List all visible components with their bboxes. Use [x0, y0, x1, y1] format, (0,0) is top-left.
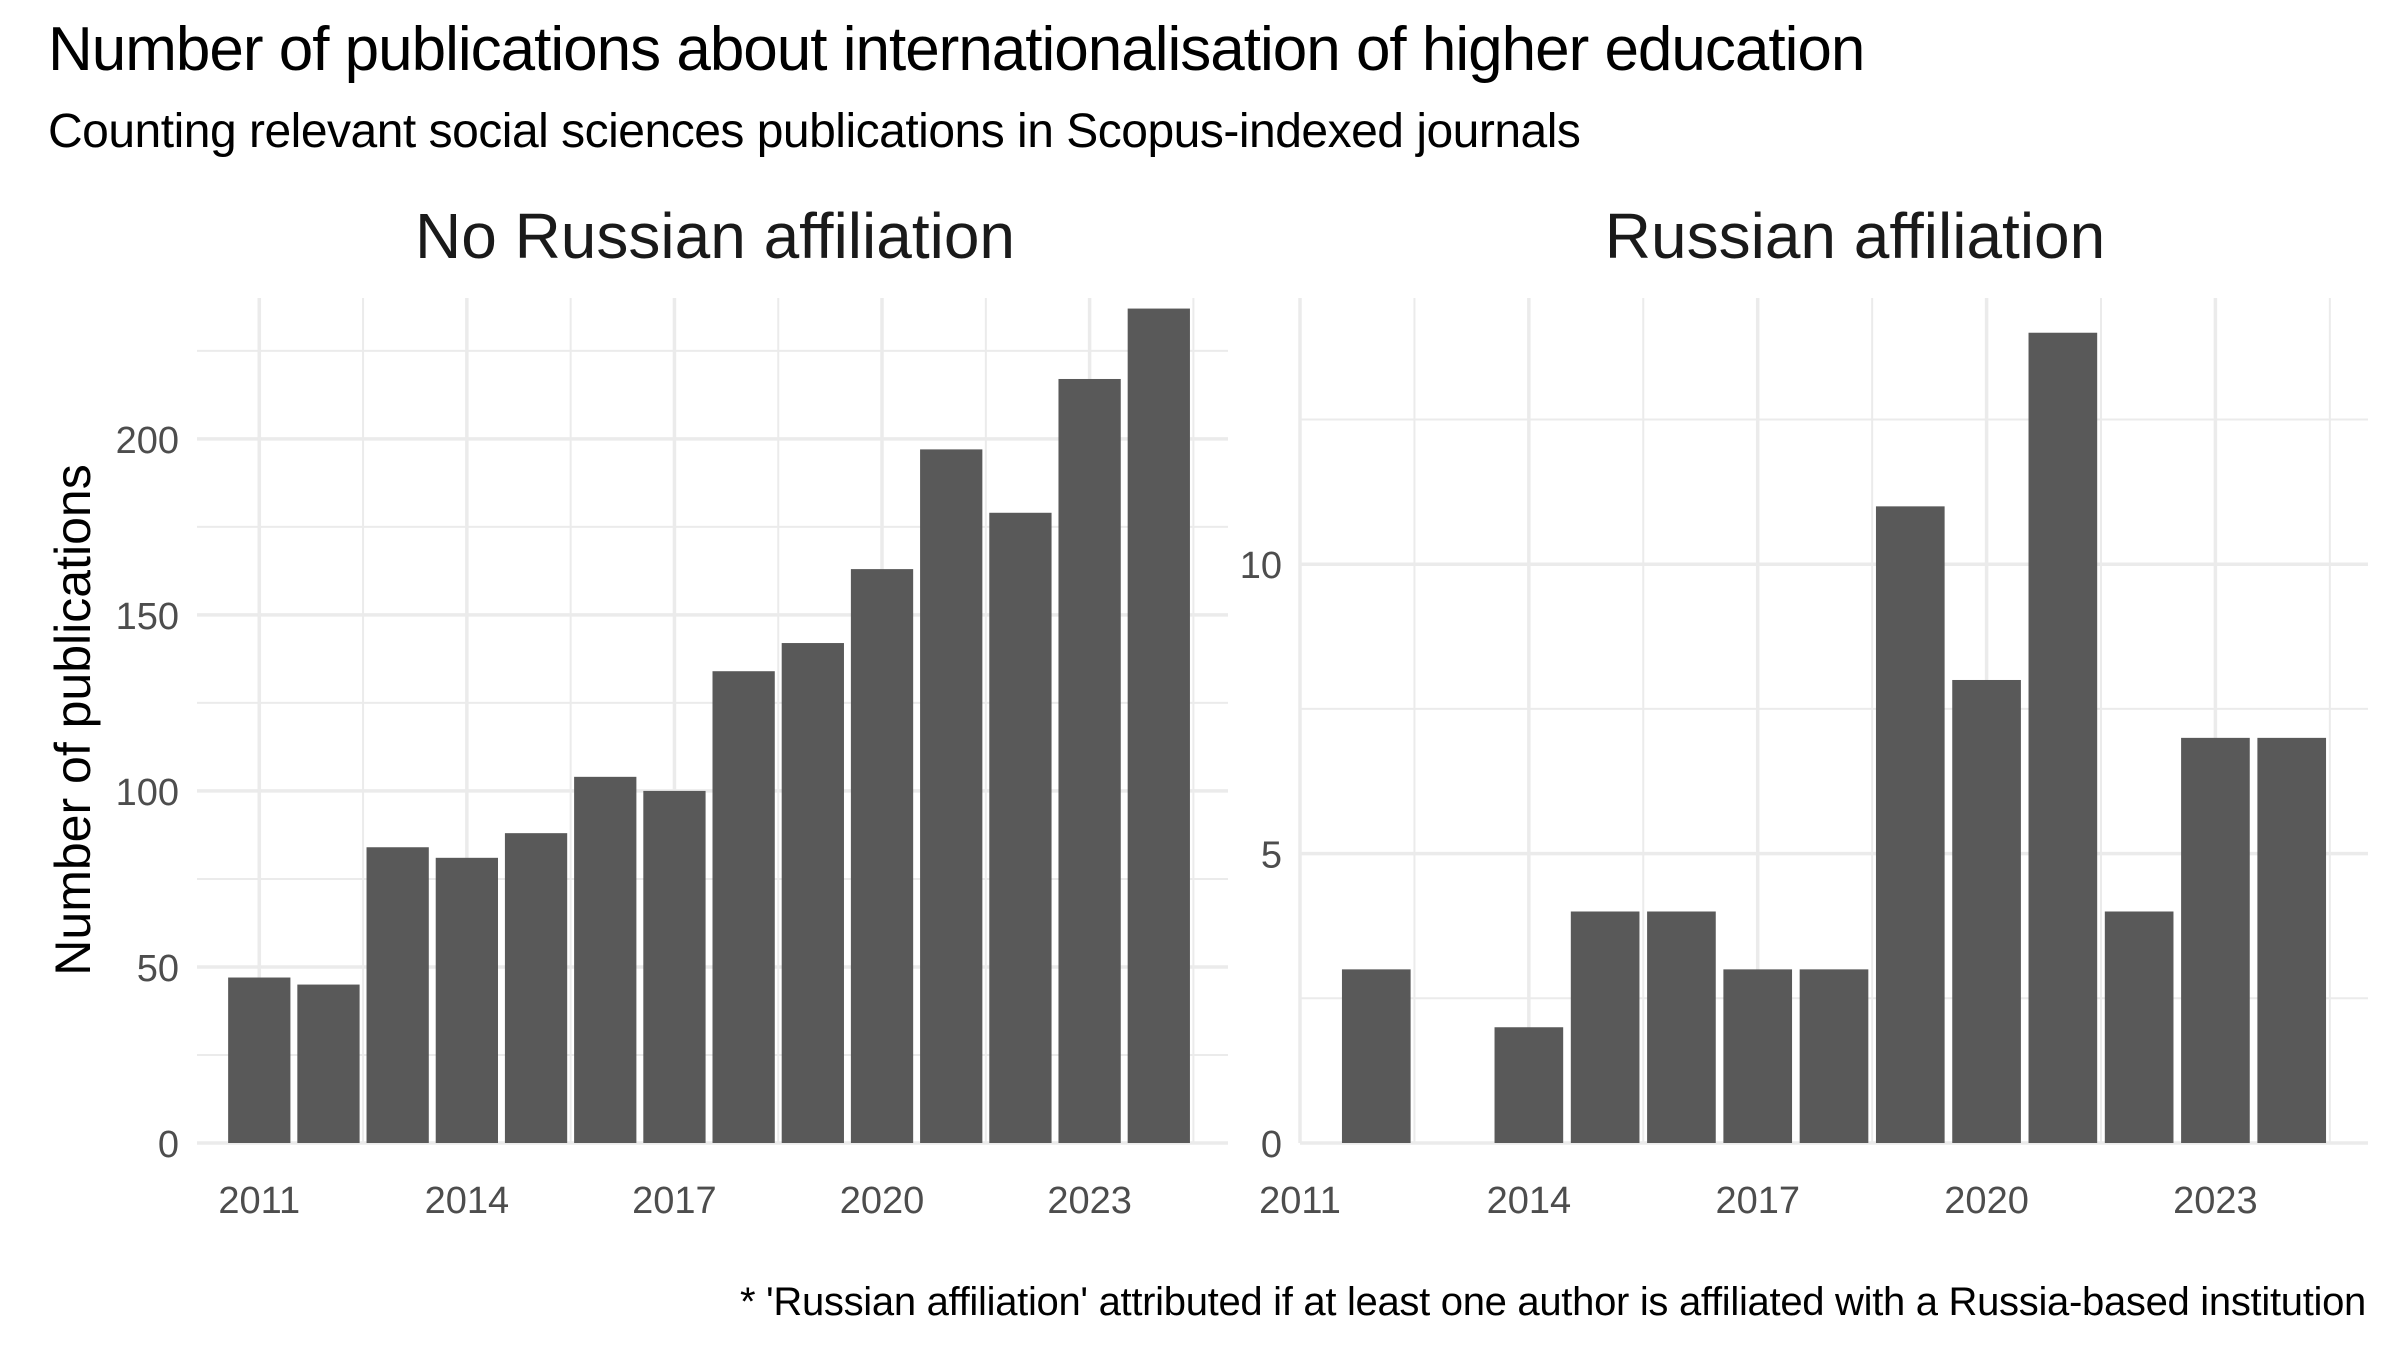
x-tick-label: 2011	[1259, 1180, 1341, 1222]
bar-2012	[1341, 969, 1411, 1143]
bar-2024	[2257, 737, 2327, 1143]
panel-title: Russian affiliation	[1605, 200, 2105, 272]
y-tick-label: 0	[1261, 1124, 1282, 1166]
panel-title: No Russian affiliation	[415, 200, 1015, 272]
x-tick-label: 2014	[1487, 1180, 1572, 1222]
bar-2017	[1723, 969, 1793, 1143]
chart-caption: * 'Russian affiliation' attributed if at…	[739, 1280, 2366, 1324]
bar-2023	[2181, 737, 2250, 1143]
bar-2020	[1952, 679, 2021, 1143]
bar-2016	[1647, 911, 1716, 1143]
y-tick-label: 10	[1240, 545, 1282, 587]
y-axis-label: Number of publications	[45, 464, 101, 975]
bar-2024	[1127, 308, 1190, 1143]
bar-2015	[1570, 911, 1640, 1143]
bar-2019	[1875, 506, 1945, 1143]
bar-2021	[920, 449, 983, 1143]
bar-2018	[1799, 969, 1869, 1143]
bar-2014	[435, 857, 498, 1143]
x-tick-label: 2023	[1047, 1180, 1132, 1222]
bar-2013	[366, 847, 429, 1143]
x-tick-label: 2017	[632, 1180, 717, 1222]
x-tick-label: 2020	[1944, 1180, 2029, 1222]
bar-2016	[574, 776, 637, 1143]
bar-2012	[297, 984, 360, 1143]
bar-2017	[643, 790, 706, 1143]
bar-2014	[1494, 1027, 1564, 1143]
y-tick-label: 100	[116, 772, 179, 814]
y-tick-label: 50	[137, 948, 179, 990]
x-tick-label: 2014	[425, 1180, 510, 1222]
x-tick-label: 2020	[840, 1180, 925, 1222]
x-tick-label: 2011	[218, 1180, 300, 1222]
chart-subtitle: Counting relevant social sciences public…	[48, 105, 1581, 158]
bar-2011	[228, 977, 291, 1143]
y-tick-label: 0	[158, 1124, 179, 1166]
y-tick-label: 5	[1261, 835, 1282, 877]
panel-no-russian-affiliation: 0 50 100 150 200 2011 2014 2017 2020 2023 No Russi…	[45, 200, 1228, 1222]
bar-2019	[781, 643, 844, 1143]
bar-2015	[504, 833, 568, 1143]
bar-2018	[712, 671, 775, 1143]
bar-2023	[1058, 378, 1121, 1144]
chart-title: Number of publications about internation…	[48, 15, 1865, 84]
y-tick-label: 150	[116, 596, 179, 638]
bar-2020	[850, 569, 914, 1143]
y-tick-label: 200	[116, 420, 179, 462]
x-tick-label: 2017	[1715, 1180, 1800, 1222]
panel-russian-affiliation: 0 5 10 2011 2014 2017 2020 2023 Russian affiliat…	[1240, 200, 2368, 1222]
bar-2022	[989, 512, 1052, 1143]
bar-2022	[2104, 911, 2174, 1143]
bar-2021	[2028, 332, 2098, 1143]
x-tick-label: 2023	[2173, 1180, 2258, 1222]
